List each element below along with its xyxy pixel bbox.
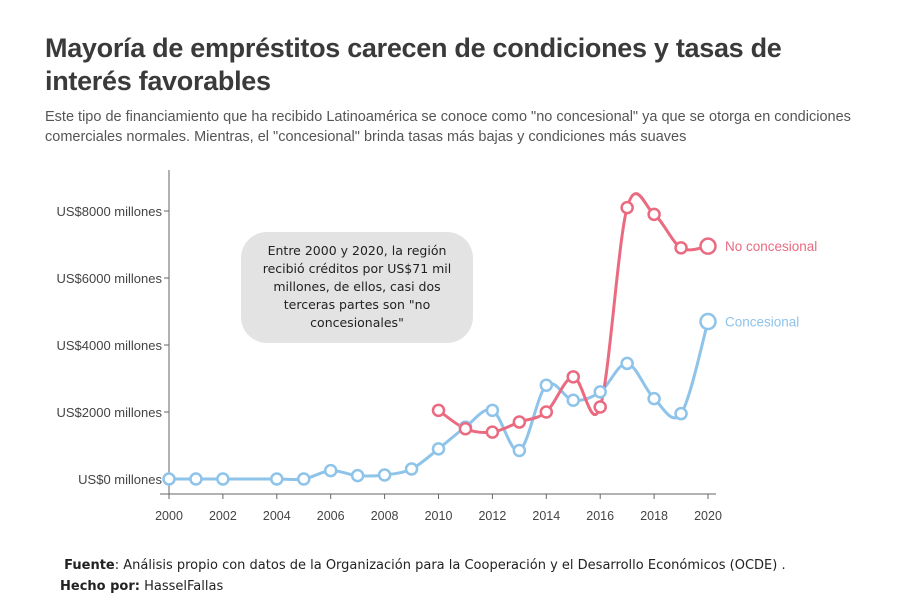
data-point-concesional [270, 472, 284, 486]
x-tick-label: 2008 [371, 509, 399, 523]
data-point-concesional [377, 468, 392, 482]
series-label-no-concesional: No concesional [725, 239, 817, 254]
source-text: : Análisis propio con datos de la Organi… [114, 558, 786, 573]
x-tick-label: 2002 [209, 509, 237, 523]
x-tick-label: 2004 [263, 509, 291, 523]
data-point-no-concesional [566, 370, 580, 384]
data-point-concesional [620, 356, 634, 371]
x-tick-label: 2010 [425, 509, 453, 523]
data-point-concesional [647, 391, 661, 406]
data-point-concesional [512, 443, 527, 458]
y-tick-label: US$6000 millones [56, 271, 162, 286]
y-tick-label: US$8000 millones [56, 204, 162, 219]
data-point-concesional [699, 312, 717, 331]
x-tick-label: 2006 [317, 509, 345, 523]
data-point-concesional [323, 463, 338, 478]
annotation-box: Entre 2000 y 2020, la región recibió cré… [241, 232, 473, 343]
data-point-concesional [593, 385, 607, 399]
chart-subtitle: Este tipo de financiamiento que ha recib… [45, 109, 851, 145]
y-tick-label: US$4000 millones [56, 338, 162, 353]
x-tick-label: 2012 [478, 509, 506, 523]
data-point-no-concesional [647, 207, 661, 222]
footer-source: Fuente: Análisis propio con datos de la … [60, 555, 820, 597]
data-point-concesional [485, 403, 500, 418]
data-point-concesional [350, 468, 365, 483]
data-point-concesional [297, 472, 311, 486]
author-text: HasselFallas [139, 579, 224, 594]
data-point-concesional [404, 462, 419, 476]
source-label: Fuente [64, 558, 115, 573]
data-point-concesional [189, 472, 203, 486]
line-chart: US$0 millones US$2000 millones US$4000 mil… [56, 170, 817, 523]
x-tick-label: 2000 [155, 509, 183, 523]
data-point-concesional [431, 442, 446, 456]
data-point-no-concesional [674, 241, 688, 255]
series-label-concesional: Concesional [725, 315, 799, 330]
x-tick-label: 2020 [694, 509, 722, 523]
data-point-concesional [566, 393, 580, 408]
data-point-no-concesional [458, 422, 473, 436]
x-tick-label: 2016 [586, 509, 614, 523]
data-point-concesional [674, 406, 688, 421]
chart-title: Mayoría de empréstitos carecen de condic… [45, 33, 782, 96]
data-point-no-concesional [431, 403, 446, 418]
data-point-no-concesional [699, 237, 717, 255]
data-point-no-concesional [512, 415, 527, 429]
series-line-concesional [167, 320, 710, 482]
author-label: Hecho por: [60, 579, 140, 594]
y-tick-label: US$2000 millones [56, 405, 162, 420]
data-point-no-concesional [539, 405, 554, 419]
data-point-no-concesional [485, 425, 500, 439]
data-point-no-concesional [620, 200, 634, 215]
data-point-concesional [216, 472, 230, 486]
data-point-no-concesional [593, 400, 607, 414]
x-tick-label: 2018 [640, 509, 668, 523]
data-point-concesional [162, 472, 176, 486]
x-tick-label: 2014 [532, 509, 560, 523]
y-tick-label: US$0 millones [78, 472, 162, 487]
data-point-concesional [539, 378, 554, 392]
